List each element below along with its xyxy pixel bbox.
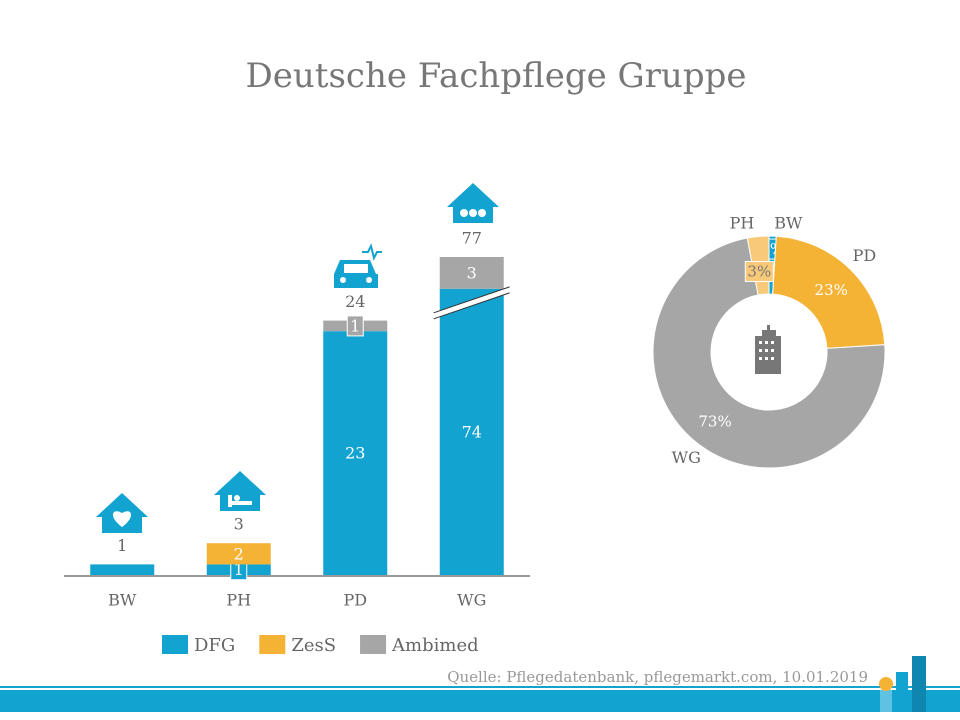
icons [96, 183, 499, 533]
x-tick-label: PH [226, 591, 251, 610]
value-label: 73% [698, 413, 731, 431]
category-label: WG [672, 448, 701, 467]
value-label: 74 [462, 422, 482, 441]
value-label-box [346, 315, 364, 337]
total-label: 77 [462, 229, 482, 248]
bar-segment [323, 331, 388, 575]
category-label: PD [853, 246, 877, 265]
category-label: PH [730, 214, 755, 233]
legend-label: DFG [194, 635, 235, 656]
value-label: 1 [234, 560, 244, 579]
footer-line [0, 686, 960, 688]
bar-segment [439, 288, 504, 575]
value-label: 1 [350, 316, 360, 335]
icon-building [755, 325, 781, 374]
legend-label: Ambimed [391, 635, 479, 656]
value-label: 23% [815, 281, 848, 299]
axis-break-line [433, 292, 510, 320]
bar-segment [90, 564, 155, 575]
axis-break [433, 286, 510, 319]
title: Deutsche Fachpflege Gruppe [246, 56, 747, 96]
donut-slice [772, 235, 886, 349]
category-label: BW [774, 214, 803, 233]
axis-break-line [433, 286, 510, 314]
x-tick-label: PD [343, 591, 367, 610]
value-label: 3 [467, 263, 477, 282]
legend-swatch [259, 635, 286, 654]
value-label: 2 [234, 544, 244, 563]
logo [879, 656, 926, 712]
icon-house-group [447, 183, 499, 223]
total-label: 1 [117, 536, 127, 555]
legend-swatch [360, 635, 387, 654]
x-tick-label: BW [108, 591, 137, 610]
footer-bar [0, 690, 960, 712]
bar-segment [439, 257, 504, 289]
total-label: 3 [234, 515, 244, 534]
bar-segment [206, 543, 271, 565]
icon-house-bed [214, 471, 266, 511]
total-label: 24 [345, 292, 365, 311]
legend-swatch [162, 635, 188, 654]
x-tick-label: WG [457, 591, 486, 610]
legend-label: ZesS [291, 635, 336, 656]
source: Quelle: Pflegedatenbank, pflegemarkt.com… [447, 668, 868, 686]
donut-slice [652, 237, 886, 469]
icon-car [334, 243, 382, 288]
value-label-box [744, 260, 774, 282]
value-label: 3% [747, 262, 771, 280]
icon-house-heart [96, 493, 148, 533]
value-label: 23 [345, 444, 365, 463]
